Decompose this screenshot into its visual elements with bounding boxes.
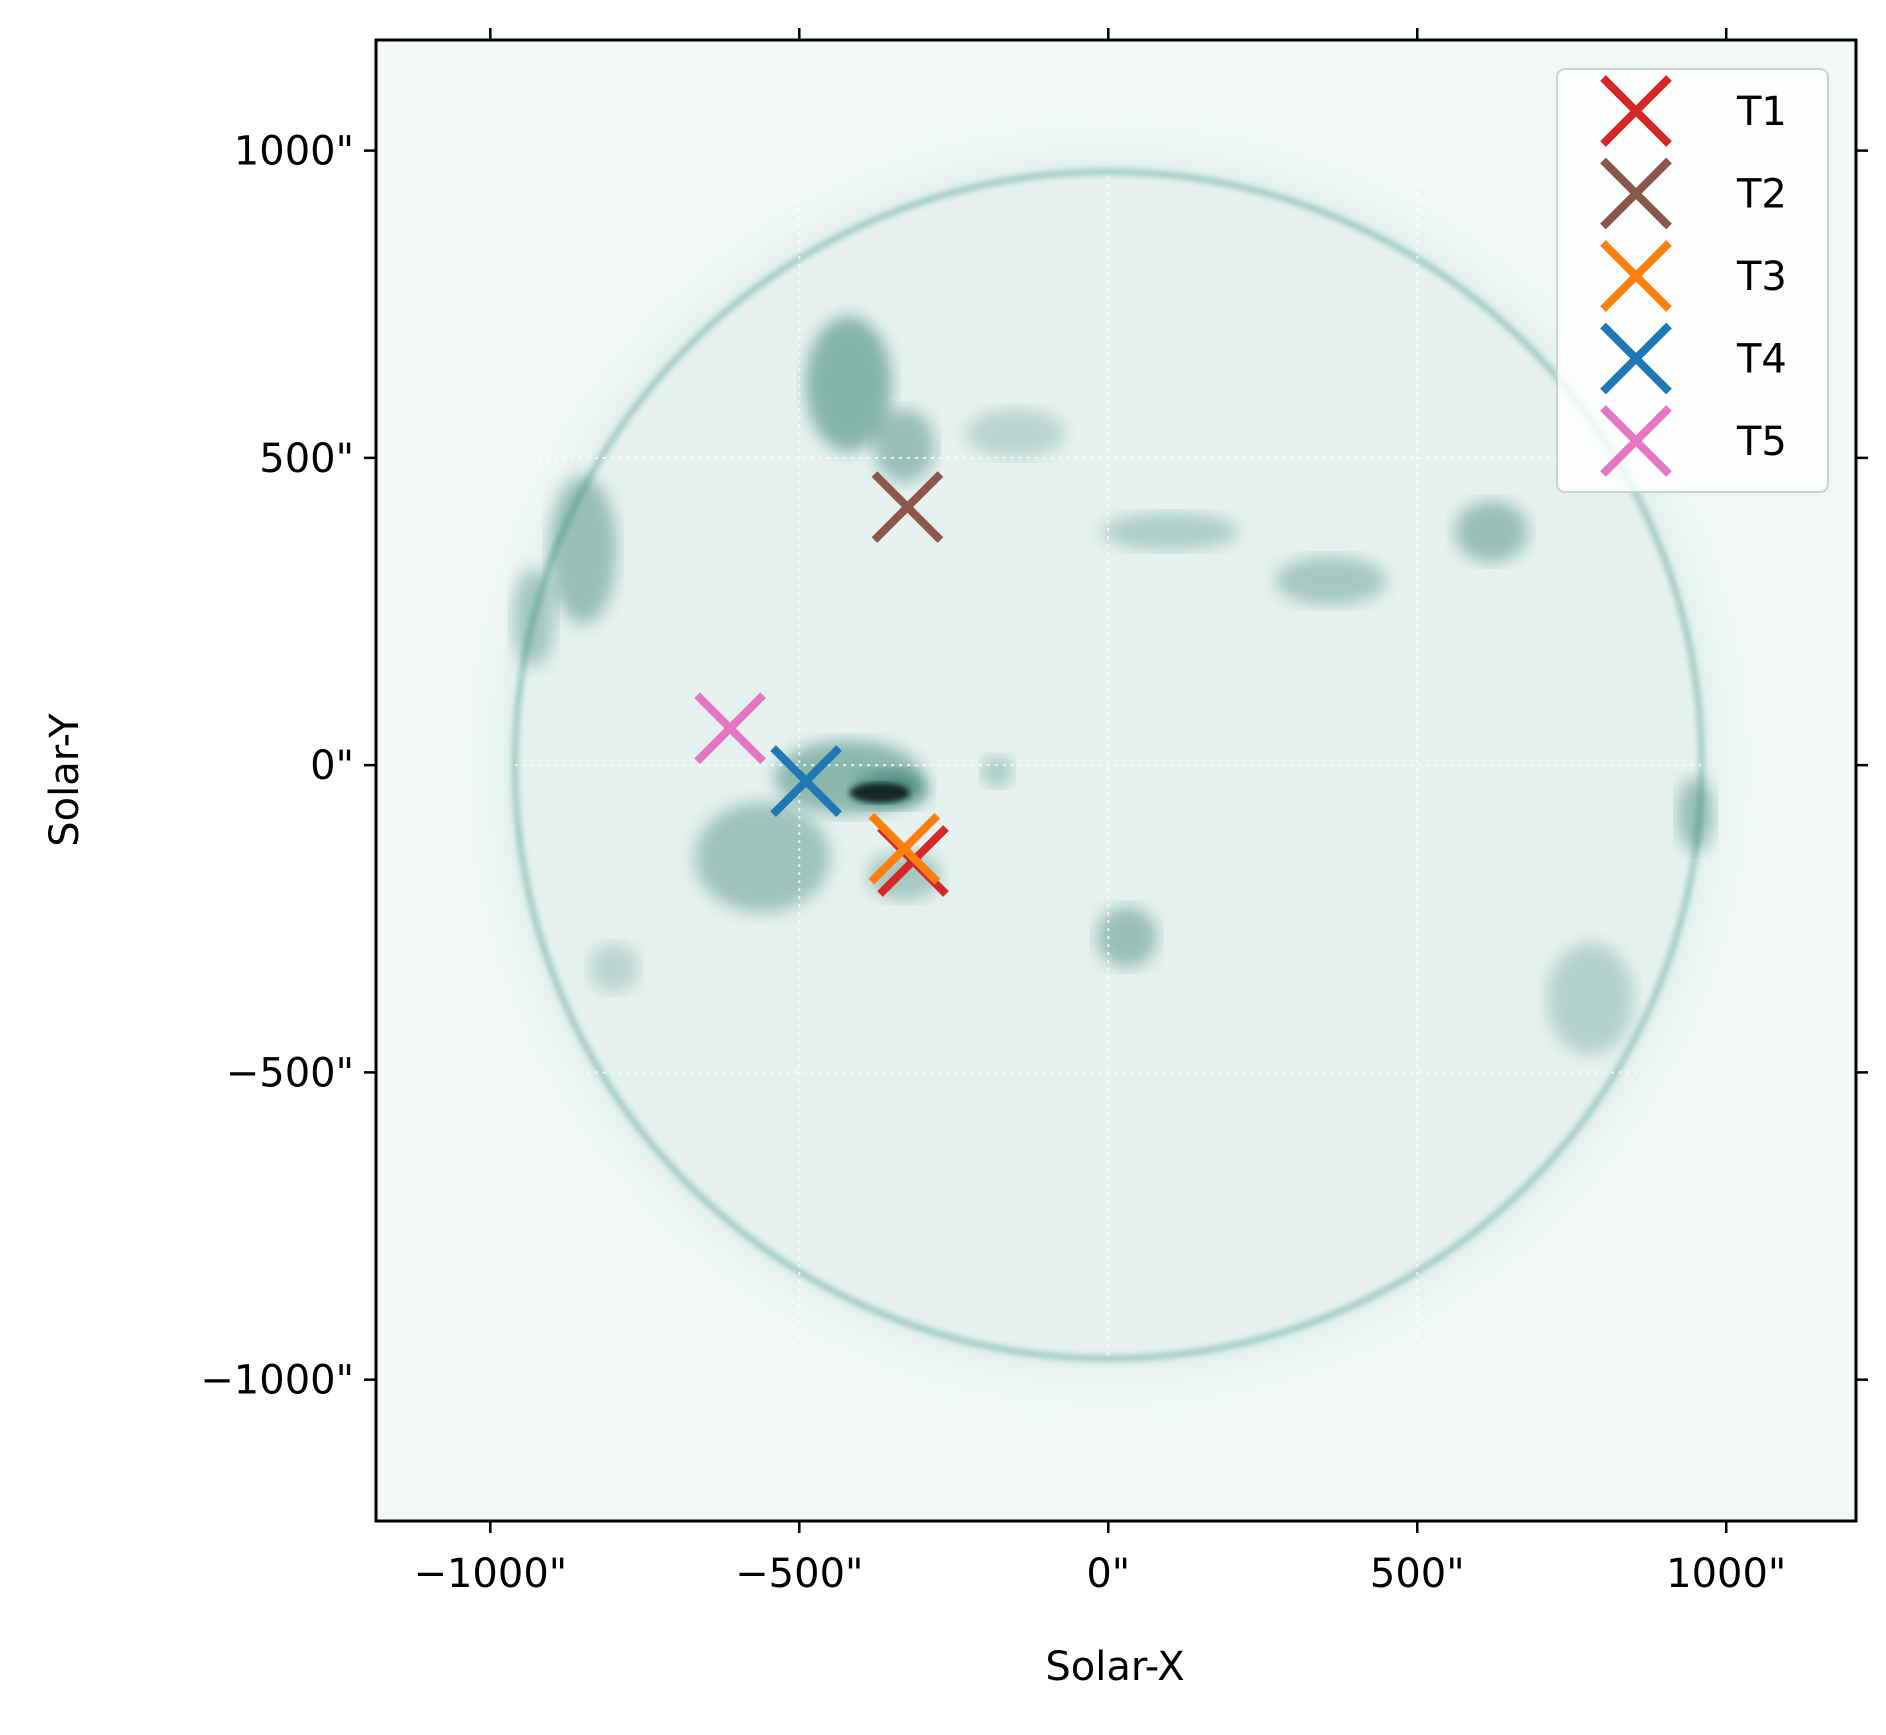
ticks: −1000" −500" 0" 500" 1000" −1000" −500" 0" 500" 1… — [200, 28, 1868, 1597]
x-marker-stroke — [1600, 240, 1672, 312]
y-tick-label: 0" — [310, 743, 354, 789]
y-tick-label: −500" — [226, 1050, 354, 1096]
x-marker-stroke — [1600, 157, 1672, 230]
marker-t3 — [868, 812, 941, 885]
legend-box — [1556, 68, 1829, 493]
active-region — [1275, 556, 1387, 606]
legend-marker — [1600, 322, 1672, 395]
marker-t4 — [770, 745, 842, 817]
active-region — [1454, 500, 1529, 563]
active-region — [1547, 943, 1634, 1055]
x-tick-label: 0" — [1086, 1551, 1130, 1597]
legend-item-t4: T4 — [1600, 322, 1787, 395]
markers — [694, 471, 949, 897]
legend-label: T4 — [1736, 337, 1787, 383]
plot-frame — [374, 38, 1858, 1523]
active-region-core — [849, 782, 910, 803]
legend: T1 T2 T3 T4 T5 — [1556, 68, 1829, 493]
active-region — [1102, 513, 1239, 551]
active-region — [873, 408, 936, 483]
legend-marker — [1600, 405, 1672, 477]
legend-label: T1 — [1736, 89, 1787, 135]
active-region — [1676, 777, 1714, 852]
y-tick-label: −1000" — [200, 1358, 354, 1404]
active-region — [589, 943, 639, 993]
legend-marker — [1600, 240, 1672, 312]
x-tick-label: 500" — [1370, 1551, 1465, 1597]
x-tick-label: 1000" — [1666, 1551, 1786, 1597]
x-marker-stroke — [868, 812, 941, 885]
x-tick-label: −500" — [735, 1551, 863, 1597]
y-axis-label: Solar-Y — [42, 713, 88, 847]
legend-label: T2 — [1736, 172, 1787, 218]
x-marker-stroke — [770, 745, 842, 817]
legend-item-t2: T2 — [1600, 157, 1787, 230]
legend-label: T3 — [1736, 254, 1787, 300]
grid — [515, 175, 1702, 1356]
x-tick-label: −1000" — [413, 1551, 567, 1597]
x-marker-stroke — [1600, 322, 1672, 395]
x-marker-stroke — [694, 692, 766, 765]
legend-item-t1: T1 — [1600, 75, 1787, 147]
marker-t2 — [871, 471, 944, 543]
legend-marker — [1600, 157, 1672, 230]
legend-item-t5: T5 — [1600, 405, 1787, 477]
y-tick-label: 500" — [259, 436, 354, 482]
active-region — [981, 755, 1013, 787]
active-region — [805, 316, 892, 453]
x-marker-stroke — [1600, 75, 1672, 147]
active-region — [694, 801, 831, 913]
active-region — [1095, 906, 1158, 969]
x-axis-label: Solar-X — [1045, 1644, 1184, 1690]
legend-item-t3: T3 — [1600, 240, 1787, 312]
x-marker-stroke — [871, 471, 944, 543]
marker-t5 — [694, 692, 766, 765]
legend-label: T5 — [1736, 419, 1787, 465]
active-region — [549, 475, 618, 625]
legend-marker — [1600, 75, 1672, 147]
active-region — [511, 568, 556, 668]
active-region — [966, 408, 1066, 459]
y-tick-label: 1000" — [234, 129, 354, 175]
x-marker-stroke — [1600, 405, 1672, 477]
